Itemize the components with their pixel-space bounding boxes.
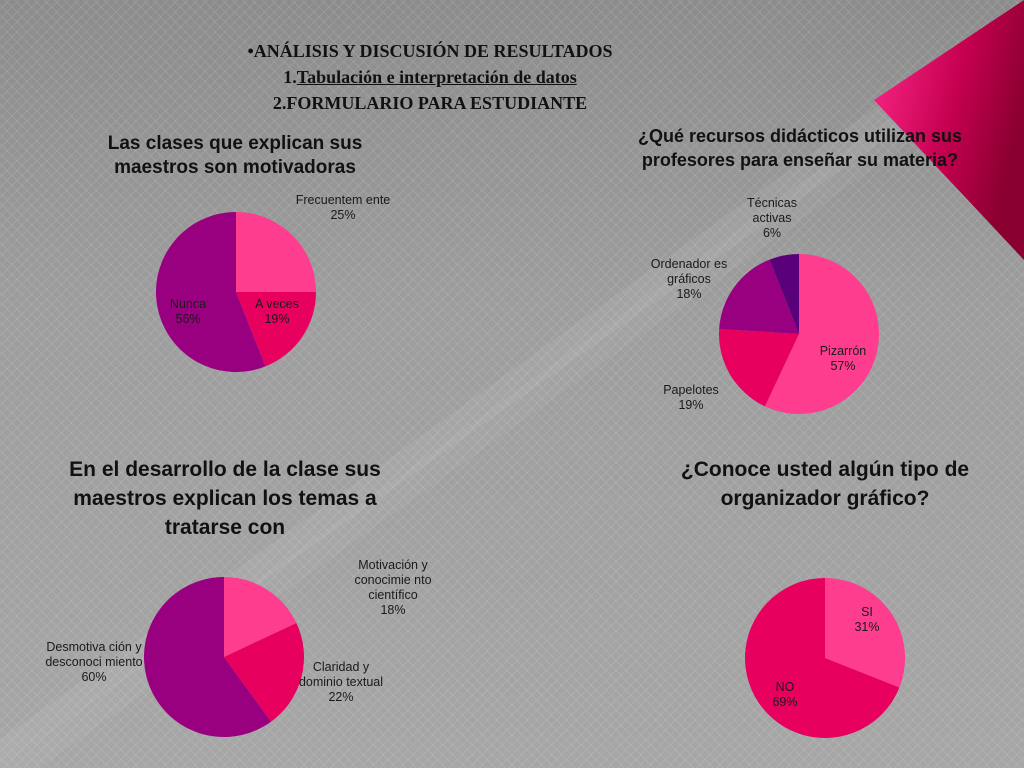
header-line-2-underlined: Tabulación e interpretación de datos: [296, 67, 577, 87]
pie-3-label-3: Desmotiva ción y desconoci miento 60%: [44, 640, 144, 685]
slice-label-text: SI: [861, 605, 873, 619]
slice-label-value: 56%: [175, 312, 201, 326]
slice-label-text: Claridad y dominio textual: [298, 660, 384, 689]
pie-2-slice-1: [764, 254, 879, 414]
chart-3-title: En el desarrollo de la clase sus maestro…: [69, 458, 381, 539]
slice-label-text: Pizarrón: [819, 344, 867, 358]
pie-chart-1: [156, 212, 316, 372]
slice-label-text: Papelotes: [663, 383, 719, 397]
pie-4-slice-2: [745, 578, 900, 738]
pie-chart-4: [745, 578, 905, 738]
pie-3-slice-2: [224, 622, 304, 722]
slice-label-text: Ordenador es gráficos: [650, 257, 728, 286]
chart-4-title: ¿Conoce usted algún tipo de organizador …: [680, 458, 970, 510]
slice-label-text: Técnicas activas: [746, 196, 798, 225]
pie-1-label-2: A veces 19%: [237, 297, 317, 327]
corner-triangle-decoration: [874, 0, 1024, 260]
slice-label-text: Frecuentem ente: [295, 193, 391, 207]
pie-1-slice-2: [236, 292, 316, 367]
slice-label-value: 57%: [830, 359, 856, 373]
chart-2-title: ¿Qué recursos didácticos utilizan sus pr…: [637, 126, 963, 170]
pie-3-slice-3: [144, 577, 272, 737]
pie-3-slice-1: [224, 577, 297, 657]
slice-label-value: 60%: [81, 670, 107, 684]
slice-label-text: Desmotiva ción y desconoci miento: [45, 640, 143, 669]
pie-chart-3: [144, 577, 304, 737]
pie-1-slice-1: [236, 212, 316, 292]
pie-2-label-3: Ordenador es gráficos 18%: [643, 257, 735, 302]
slice-label-value: 19%: [264, 312, 290, 326]
pie-2-slice-2: [719, 328, 799, 407]
slice-label-value: 19%: [678, 398, 704, 412]
slice-label-value: 18%: [676, 287, 702, 301]
pie-1-label-3: Nunca 56%: [150, 297, 226, 327]
pie-3-label-2: Claridad y dominio textual 22%: [298, 660, 384, 705]
slice-label-text: A veces: [255, 297, 299, 311]
pie-4-label-1: SI 31%: [828, 605, 906, 635]
slice-label-value: 31%: [854, 620, 880, 634]
slice-label-value: 69%: [772, 695, 798, 709]
pie-4-label-2: NO 69%: [745, 680, 825, 710]
pie-1-slice-3: [156, 212, 266, 372]
pie-4-slice-1: [825, 578, 905, 688]
slide-header: •ANÁLISIS Y DISCUSIÓN DE RESULTADOS 1.Ta…: [150, 38, 710, 116]
pie-chart-2: [719, 254, 879, 414]
header-line-1: •ANÁLISIS Y DISCUSIÓN DE RESULTADOS: [247, 41, 613, 61]
slice-label-value: 22%: [328, 690, 354, 704]
slice-label-value: 18%: [380, 603, 406, 617]
pie-2-slice-3: [719, 259, 799, 334]
slice-label-text: NO: [775, 680, 795, 694]
chart-1-title: Las clases que explican sus maestros son…: [107, 133, 363, 178]
slice-label-text: Motivación y conocimie nto científico: [354, 558, 432, 602]
pie-2-label-4: Técnicas activas 6%: [726, 196, 818, 241]
pie-1-label-1: Frecuentem ente 25%: [288, 193, 398, 223]
header-line-2: 1.Tabulación e interpretación de datos: [283, 67, 577, 87]
pie-2-slice-4: [769, 254, 799, 334]
slice-label-value: 25%: [330, 208, 356, 222]
pie-2-label-1: Pizarrón 57%: [803, 344, 883, 374]
pie-2-label-2: Papelotes 19%: [643, 383, 739, 413]
pie-3-label-1: Motivación y conocimie nto científico 18%: [343, 558, 443, 618]
slice-label-text: Nunca: [169, 297, 207, 311]
header-line-3: 2.FORMULARIO PARA ESTUDIANTE: [272, 93, 588, 113]
slice-label-value: 6%: [762, 226, 782, 240]
